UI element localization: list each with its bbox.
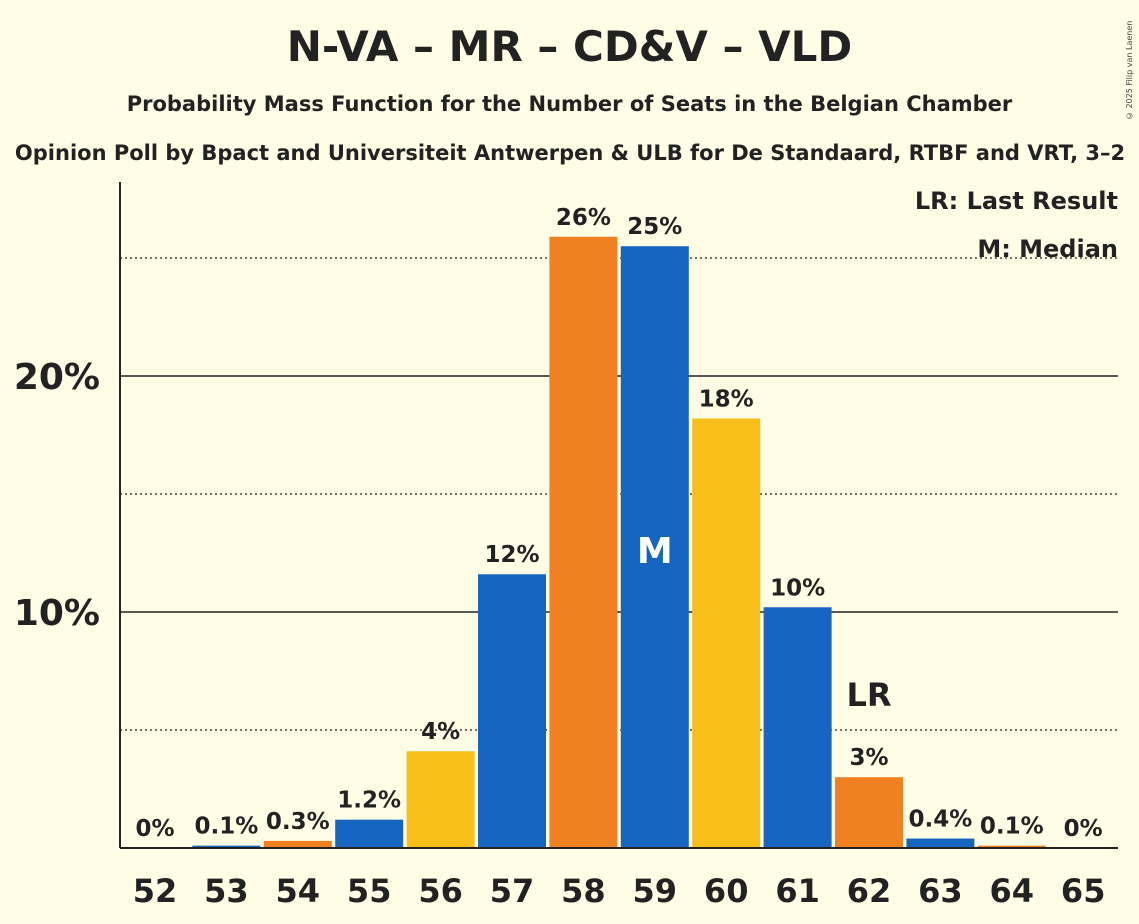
x-tick-label: 62	[847, 872, 892, 910]
data-label: 1.2%	[337, 788, 401, 814]
bar-57	[478, 574, 546, 848]
labels: 10% 20% 0% 52 0.1% 53 0.3% 54 1.2% 55 4% 56 12% 57 26%…	[14, 187, 1118, 910]
data-label: 25%	[627, 214, 682, 240]
data-label: 12%	[484, 542, 539, 568]
x-tick-label: 65	[1061, 872, 1106, 910]
bar-58	[549, 236, 618, 848]
chart-subtitle: Probability Mass Function for the Number…	[126, 92, 1013, 116]
legend-last-result: LR: Last Result	[915, 187, 1118, 215]
x-tick-label: 54	[276, 872, 321, 910]
data-label: 0.4%	[909, 807, 973, 833]
x-tick-label: 61	[775, 872, 820, 910]
data-label: 0%	[1064, 816, 1103, 842]
data-label: 0.1%	[980, 814, 1044, 840]
data-label: 10%	[770, 575, 825, 601]
x-tick-label: 52	[133, 872, 178, 910]
gridlines	[120, 257, 1118, 731]
x-tick-label: 53	[204, 872, 249, 910]
bar-61	[763, 607, 832, 848]
axes	[119, 182, 1118, 849]
data-label: 0.1%	[195, 814, 259, 840]
data-label: 0.3%	[266, 809, 330, 835]
bar-64	[977, 845, 1046, 848]
x-tick-label: 64	[990, 872, 1035, 910]
median-marker: M	[637, 531, 673, 572]
x-tick-label: 58	[561, 872, 606, 910]
data-label: 0%	[135, 816, 174, 842]
bar-60	[692, 418, 761, 848]
data-label: 26%	[556, 205, 611, 231]
data-label: 18%	[699, 386, 754, 412]
x-tick-label: 60	[704, 872, 749, 910]
data-label: 3%	[849, 745, 888, 771]
legend-median: M: Median	[977, 235, 1118, 263]
x-tick-label: 63	[918, 872, 963, 910]
data-label: 4%	[421, 719, 460, 745]
x-tick-label: 59	[633, 872, 678, 910]
bar-54	[263, 840, 332, 848]
y-tick-label: 10%	[14, 593, 100, 634]
x-tick-label: 56	[418, 872, 463, 910]
bar-56	[406, 751, 475, 848]
y-tick-label: 20%	[14, 357, 100, 398]
chart-source: Opinion Poll by Bpact and Universiteit A…	[14, 141, 1126, 165]
chart-title: N-VA – MR – CD&V – VLD	[286, 22, 853, 71]
bars	[192, 236, 1046, 848]
bar-59	[620, 246, 689, 848]
bar-53	[192, 845, 261, 848]
last-result-marker: LR	[846, 676, 891, 714]
bar-63	[906, 838, 975, 848]
x-tick-label: 57	[490, 872, 535, 910]
bar-62	[835, 777, 903, 848]
bar-55	[335, 819, 404, 848]
x-tick-label: 55	[347, 872, 392, 910]
